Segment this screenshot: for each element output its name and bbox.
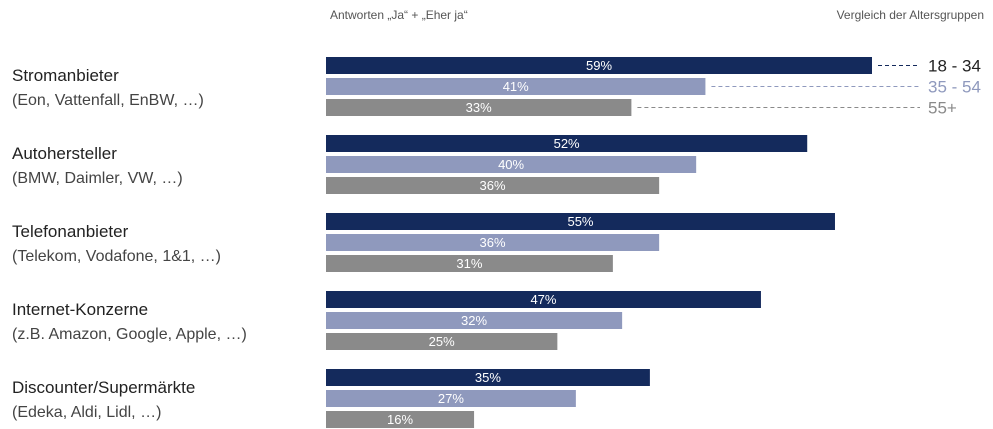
category-group: Telefonanbieter (Telekom, Vodafone, 1&1, … <box>12 213 835 272</box>
bar <box>326 312 623 329</box>
legend-label: 55+ <box>928 99 957 118</box>
bar <box>326 390 576 407</box>
bar <box>326 213 835 230</box>
bar <box>326 234 660 251</box>
bar-value-label: 33% <box>466 100 492 115</box>
bar <box>326 369 650 386</box>
category-title: Telefonanbieter <box>12 222 129 241</box>
legend-label: 35 - 54 <box>928 78 981 97</box>
bar <box>326 135 808 152</box>
header-right: Vergleich der Altersgruppen <box>837 8 984 22</box>
legend-label: 18 - 34 <box>928 57 981 76</box>
category-group: Internet-Konzerne (z.B. Amazon, Google, A… <box>12 291 761 350</box>
bar-value-label: 32% <box>461 313 487 328</box>
bar-value-label: 16% <box>387 412 413 427</box>
bar <box>326 99 632 116</box>
bar <box>326 255 613 272</box>
category-group: Discounter/Supermärkte (Edeka, Aldi, Lidl… <box>12 369 650 428</box>
category-subtitle: (Edeka, Aldi, Lidl, …) <box>12 404 161 421</box>
bar <box>326 78 706 95</box>
category-subtitle: (Eon, Vattenfall, EnBW, …) <box>12 92 204 109</box>
bar <box>326 156 697 173</box>
bar-value-label: 27% <box>438 391 464 406</box>
bar-value-label: 36% <box>480 178 506 193</box>
bar <box>326 57 872 74</box>
bar-value-label: 25% <box>429 334 455 349</box>
category-subtitle: (BMW, Daimler, VW, …) <box>12 170 183 187</box>
category-group: Stromanbieter (Eon, Vattenfall, EnBW, …) 5… <box>12 57 872 116</box>
category-title: Discounter/Supermärkte <box>12 378 195 397</box>
category-subtitle: (Telekom, Vodafone, 1&1, …) <box>12 248 221 265</box>
bar <box>326 411 475 428</box>
category-title: Autohersteller <box>12 144 117 163</box>
bar-value-label: 41% <box>503 79 529 94</box>
category-title: Stromanbieter <box>12 66 119 85</box>
bar <box>326 333 558 350</box>
bar-value-label: 52% <box>554 136 580 151</box>
category-subtitle: (z.B. Amazon, Google, Apple, …) <box>12 326 247 343</box>
bar <box>326 291 761 308</box>
header-left: Antworten „Ja“ + „Eher ja“ <box>330 8 468 22</box>
bar-value-label: 59% <box>586 58 612 73</box>
bar-value-label: 55% <box>567 214 593 229</box>
bar-value-label: 36% <box>480 235 506 250</box>
category-title: Internet-Konzerne <box>12 300 148 319</box>
bar-value-label: 31% <box>456 256 482 271</box>
bar-value-label: 35% <box>475 370 501 385</box>
category-group: Autohersteller (BMW, Daimler, VW, …) 52% 40… <box>12 135 808 194</box>
bar-value-label: 47% <box>530 292 556 307</box>
bar-value-label: 40% <box>498 157 524 172</box>
bar <box>326 177 660 194</box>
